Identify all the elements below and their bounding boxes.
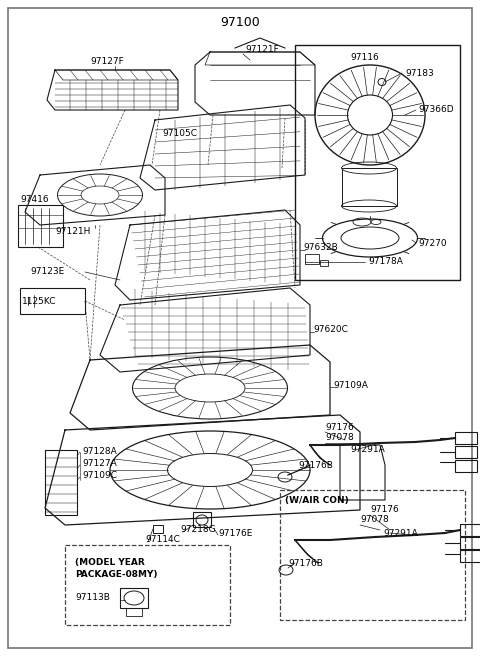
Bar xyxy=(320,260,328,266)
Bar xyxy=(455,446,477,458)
Text: 97176: 97176 xyxy=(370,506,399,514)
Text: 97176E: 97176E xyxy=(218,529,252,537)
Text: 1125KC: 1125KC xyxy=(22,297,57,306)
Text: 97632B: 97632B xyxy=(303,243,338,251)
Bar xyxy=(193,512,211,527)
Text: 97176: 97176 xyxy=(325,422,354,432)
Text: 97100: 97100 xyxy=(220,16,260,28)
Text: 97183: 97183 xyxy=(405,68,434,77)
Text: 97416: 97416 xyxy=(20,195,48,205)
Text: 97113B: 97113B xyxy=(75,594,110,602)
Bar xyxy=(342,168,397,206)
Bar xyxy=(120,588,148,608)
Text: 97128A: 97128A xyxy=(82,447,117,457)
Bar xyxy=(455,432,477,444)
Text: (MODEL YEAR: (MODEL YEAR xyxy=(75,558,145,567)
Text: PACKAGE-08MY): PACKAGE-08MY) xyxy=(75,571,157,579)
Bar xyxy=(45,450,77,515)
Text: 97078: 97078 xyxy=(325,434,354,443)
Text: 97121H: 97121H xyxy=(55,228,90,237)
Text: 97109A: 97109A xyxy=(333,380,368,390)
Bar xyxy=(460,537,480,549)
Bar xyxy=(153,525,163,533)
Bar xyxy=(305,254,319,264)
Text: 97121F: 97121F xyxy=(245,45,279,54)
Text: 97291A: 97291A xyxy=(383,529,418,537)
Text: 97176B: 97176B xyxy=(298,461,333,470)
Text: 97291A: 97291A xyxy=(350,445,385,455)
Text: 97366D: 97366D xyxy=(418,106,454,115)
Text: 97218G: 97218G xyxy=(180,525,216,535)
Text: 97178A: 97178A xyxy=(368,258,403,266)
Bar xyxy=(126,608,142,616)
Bar xyxy=(460,550,480,562)
Bar xyxy=(18,205,63,247)
Text: 97176B: 97176B xyxy=(288,558,323,567)
Bar xyxy=(280,490,465,620)
Text: 97116: 97116 xyxy=(350,54,379,62)
Text: 97105C: 97105C xyxy=(162,129,197,138)
Bar xyxy=(65,545,230,625)
Bar xyxy=(460,524,480,536)
Text: 97109C: 97109C xyxy=(82,472,117,480)
Text: 97127A: 97127A xyxy=(82,459,117,468)
Text: 97620C: 97620C xyxy=(313,325,348,335)
Text: 97270: 97270 xyxy=(418,239,446,247)
Text: 97123E: 97123E xyxy=(30,268,64,276)
Text: 97114C: 97114C xyxy=(145,535,180,544)
Text: (W/AIR CON): (W/AIR CON) xyxy=(285,495,349,504)
Bar xyxy=(20,288,85,314)
Bar xyxy=(455,460,477,472)
Bar xyxy=(295,45,460,280)
Text: 97127F: 97127F xyxy=(90,58,124,66)
Text: 97078: 97078 xyxy=(360,516,389,525)
